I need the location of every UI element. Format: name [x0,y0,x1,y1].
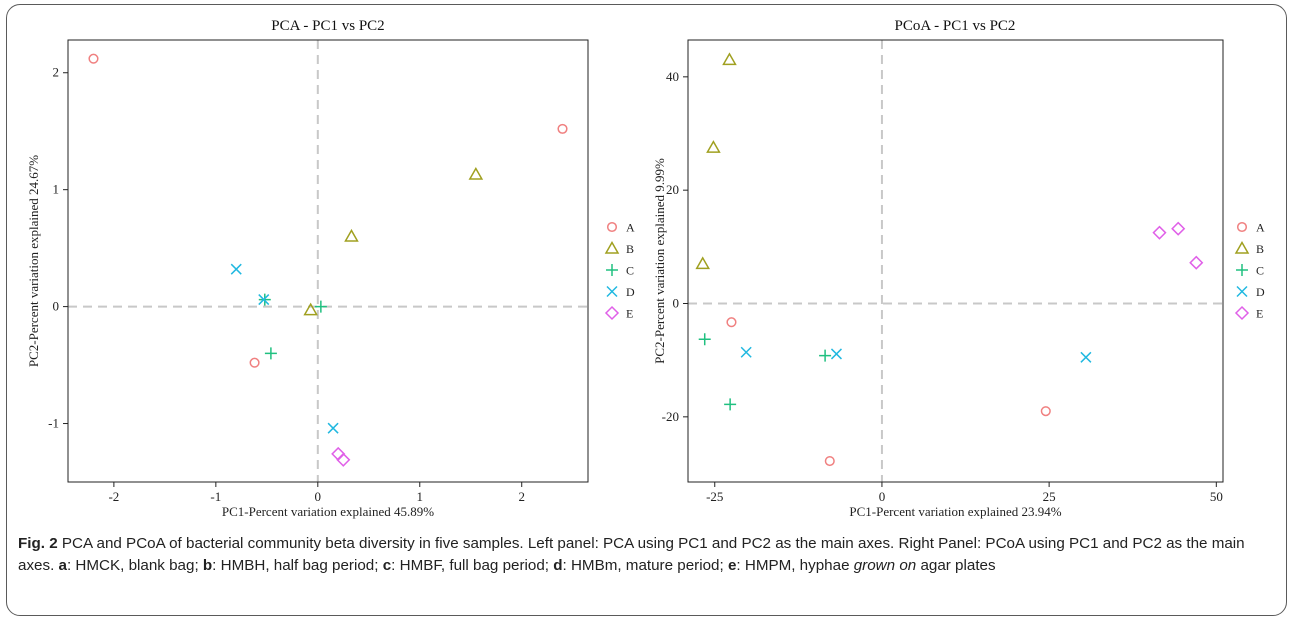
pca-legend-marker-C [606,264,618,276]
pcoa-point-C [724,398,737,411]
pcoa-legend-label-E: E [1256,307,1263,321]
pca-point-A [557,123,568,134]
pca-legend-marker-B [604,240,620,254]
pcoa-legend-label-C: C [1256,264,1264,278]
pcoa-point-B [706,140,721,153]
pcoa-point-A [824,455,835,467]
pcoa-point-B [695,256,711,270]
caption-key-e: e [727,557,737,574]
caption-text-d: : HMBm, mature period; [562,557,728,574]
pca-point-B [303,302,318,316]
caption-text-b: : HMBH, half bag period; [212,557,383,574]
pcoa-plot-frame [687,39,1224,483]
pcoa-xlabel: PC1-Percent variation explained 23.94% [849,504,1061,519]
pca-legend-label-A: A [626,221,635,235]
pcoa-point-D [1080,351,1092,363]
pca-ytick-label: 0 [53,299,60,314]
pcoa-panel: PCoA - PC1 vs PC2 -25 0 25 50 -20 0 20 40 PC1-Per… [652,18,1265,519]
pcoa-legend-marker-A [1236,221,1248,233]
pcoa-xtick-label: 0 [879,489,886,504]
pca-ylabel: PC2-Percent variation explained 24.67% [26,155,41,367]
pca-ytick-label: 1 [53,182,60,197]
pca-legend-label-E: E [626,307,633,321]
pcoa-point-A [1040,406,1051,417]
pca-legend-label-C: C [626,264,634,278]
pcoa-ytick-label: 40 [666,69,679,84]
pca-xtick-label: 2 [518,489,525,504]
pcoa-xtick-label: 50 [1210,489,1223,504]
pcoa-legend-marker-C [1236,264,1248,276]
pca-point-A [88,53,99,64]
pcoa-point-B [722,52,737,66]
pcoa-legend-label-A: A [1256,221,1265,235]
pca-plot-frame [67,39,589,483]
pcoa-legend-marker-D [1236,285,1248,298]
pca-legend-label-B: B [626,242,634,256]
pcoa-point-E [1152,225,1167,240]
pca-point-D [327,422,339,434]
pcoa-point-D [740,346,752,358]
pcoa-point-E [1171,221,1186,236]
pca-ytick-label: 2 [53,65,60,80]
caption-text-e-end: agar plates [916,557,996,574]
caption-text-a: : HMCK, blank bag; [66,557,203,574]
pcoa-legend-label-D: D [1256,285,1265,299]
pca-point-A [249,357,260,368]
caption-text-e-italic: grown on [853,557,917,574]
pca-point-D [230,263,242,275]
pcoa-title: PCoA - PC1 vs PC2 [895,18,1016,34]
pcoa-ytick-label: 0 [673,296,680,311]
pca-title: PCA - PC1 vs PC2 [271,18,384,34]
pcoa-xtick-label: -25 [706,489,723,504]
pcoa-legend-marker-E [1234,305,1250,321]
figure-canvas: PCA - PC1 vs PC2 -2 -1 0 1 2 -1 0 1 2 PC1-Percent … [26,18,1265,519]
pcoa-point-E [1189,255,1204,270]
pca-point-B [344,228,359,242]
caption-key-b: b [202,557,213,574]
pcoa-point-C [698,333,711,346]
pca-xtick-label: 0 [315,489,322,504]
figure-caption: Fig. 2 PCA and PCoA of bacterial communi… [18,533,1280,577]
pca-xtick-label: -1 [210,489,221,504]
pca-legend-marker-A [606,221,618,233]
pcoa-point-C [819,349,832,362]
pcoa-ytick-label: 20 [666,182,679,197]
pcoa-point-A [726,317,737,328]
pca-panel: PCA - PC1 vs PC2 -2 -1 0 1 2 -1 0 1 2 PC1-Percent … [26,18,635,519]
pcoa-ylabel: PC2-Percent variation explained 9.99% [652,158,667,364]
pca-xtick-label: -2 [108,489,119,504]
pca-point-D [258,294,270,306]
pca-xtick-label: 1 [417,489,424,504]
caption-key-d: d [553,557,563,574]
pca-legend-marker-E [604,305,620,321]
caption-key-a: a [58,557,67,574]
pcoa-legend-marker-B [1234,240,1250,254]
pca-point-C [264,347,277,360]
figure-frame [6,4,1287,616]
pcoa-ytick-label: -20 [662,409,679,424]
pcoa-xtick-label: 25 [1043,489,1056,504]
caption-text-c: : HMBF, full bag period; [391,557,554,574]
pcoa-legend-label-B: B [1256,242,1264,256]
pca-xlabel: PC1-Percent variation explained 45.89% [222,504,434,519]
pca-point-E [336,452,351,467]
caption-text-e: : HMPM, hyphae [736,557,854,574]
pca-legend-label-D: D [626,285,635,299]
pca-ytick-label: -1 [48,416,59,431]
caption-key-c: c [382,557,392,574]
caption-fig-label: Fig. 2 [18,535,58,552]
pcoa-point-D [830,348,842,360]
pca-point-C [314,300,327,313]
pca-point-B [468,166,484,180]
pca-legend-marker-D [606,285,618,298]
caption-text: PCA and PCoA of bacterial community beta… [18,535,1245,574]
